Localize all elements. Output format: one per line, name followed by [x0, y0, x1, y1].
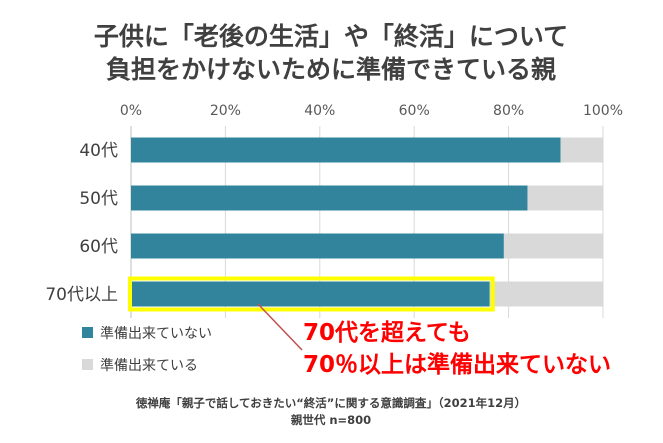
callout-line: [257, 303, 303, 351]
legend-swatch: [82, 359, 93, 370]
chart-title-line: 負担をかけないために準備できている親: [106, 55, 556, 84]
x-axis-ticks: 0% 20% 40% 60% 80% 100%: [120, 103, 623, 119]
legend-swatch: [82, 327, 93, 338]
chart-title-line: 子供に「老後の生活」や「終活」について: [94, 22, 568, 51]
bar: [131, 281, 490, 307]
bar: [131, 185, 528, 211]
category-label: 70代以上: [45, 285, 118, 305]
bar: [560, 137, 603, 163]
annotation: 70代を超えても 70％以上は準備出来ていない: [303, 320, 611, 378]
footnote-sample: 親世代 n=800: [291, 413, 371, 427]
x-tick-label: 20%: [210, 103, 241, 119]
chart-title: 子供に「老後の生活」や「終活」について 負担をかけないために準備できている親: [94, 22, 568, 84]
annotation-text: 70％以上は準備出来ていない: [303, 351, 611, 378]
bar: [503, 233, 603, 259]
annotation-text: 70代を超えても: [303, 320, 471, 346]
x-tick-label: 80%: [493, 103, 524, 119]
x-tick-label: 0%: [120, 103, 142, 119]
footnote: 徳禅庵「親子で話しておきたい“終活”に関する意識調査」（2021年12月） 親世…: [135, 396, 526, 427]
footnote-source: 徳禅庵「親子で話しておきたい“終活”に関する意識調査」（2021年12月）: [135, 396, 526, 410]
bars: [128, 137, 603, 312]
category-label: 50代: [79, 189, 118, 209]
legend-label: 準備出来ている: [100, 358, 198, 374]
legend-label: 準備出来ていない: [100, 326, 212, 342]
bar: [489, 281, 603, 307]
y-axis-categories: 40代 50代 60代 70代以上: [45, 141, 118, 305]
highlight-frame: [128, 276, 495, 312]
bar: [131, 137, 561, 163]
category-label: 60代: [79, 237, 118, 257]
x-tick-label: 40%: [304, 103, 335, 119]
x-tick-label: 60%: [399, 103, 430, 119]
category-label: 40代: [79, 141, 118, 161]
bar: [131, 233, 504, 259]
bar: [527, 185, 603, 211]
x-tick-label: 100%: [583, 103, 623, 119]
